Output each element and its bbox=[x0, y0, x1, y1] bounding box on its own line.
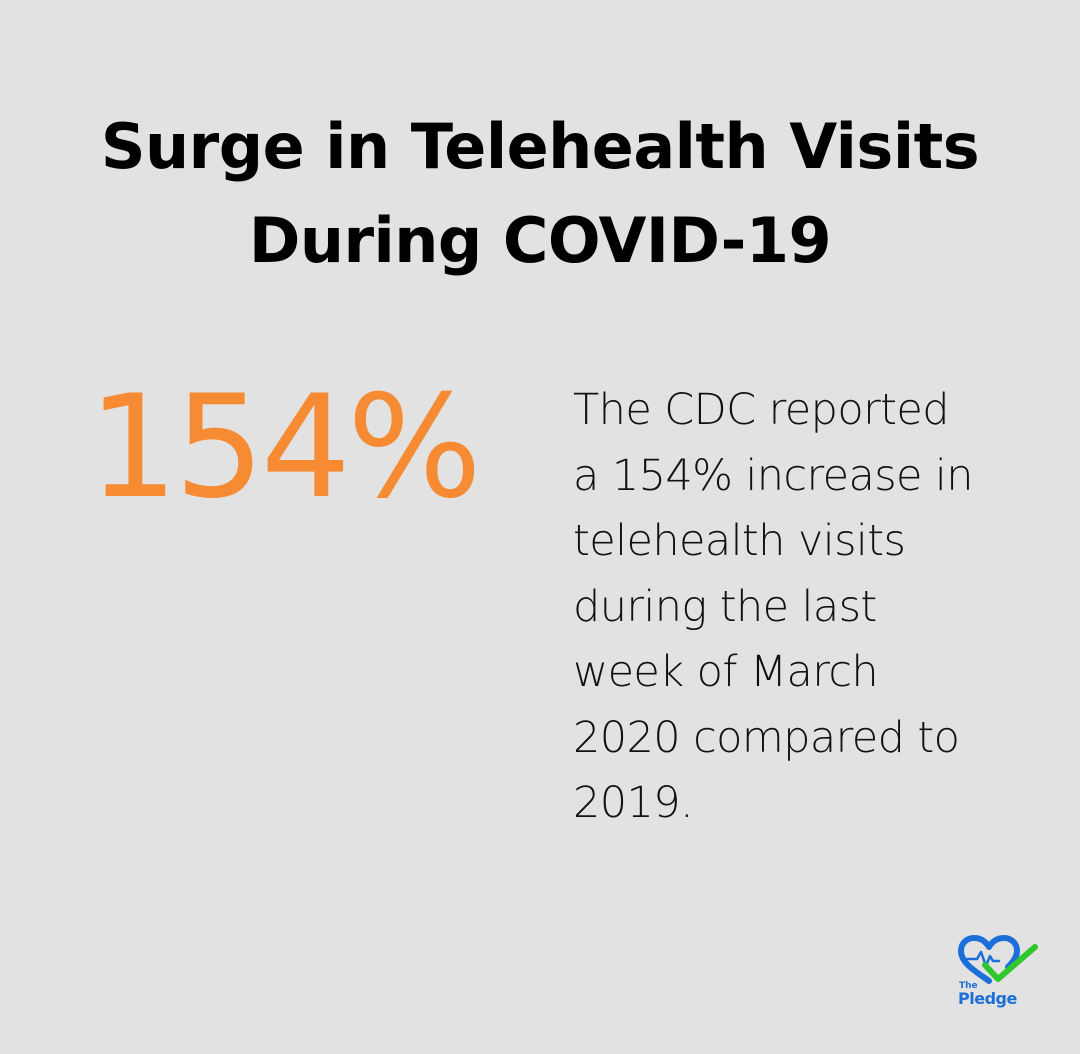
description-line: week of March bbox=[573, 647, 879, 697]
description-line: 2020 compared to bbox=[573, 712, 960, 763]
description-line: The CDC reported bbox=[573, 385, 950, 435]
description-line: during the last bbox=[573, 581, 877, 632]
logo-text-the: The bbox=[959, 981, 978, 991]
pledge-logo: The Pledge bbox=[955, 935, 1039, 1013]
stat-value: 154% bbox=[88, 365, 482, 530]
description-line: a 154% increase in bbox=[573, 450, 974, 501]
title-line-2: During COVID-19 bbox=[248, 204, 832, 277]
description-line: 2019. bbox=[573, 778, 694, 828]
heart-heartbeat-checkmark-icon bbox=[958, 935, 1038, 984]
stat-description: The CDC reported a 154% increase in tele… bbox=[573, 378, 1043, 837]
title-line-1: Surge in Telehealth Visits bbox=[100, 110, 980, 183]
logo-text-pledge: Pledge bbox=[958, 989, 1017, 1008]
description-line: telehealth visits bbox=[573, 516, 906, 566]
logo-wordmark: The Pledge bbox=[955, 935, 1039, 1013]
page-title: Surge in Telehealth Visits During COVID-… bbox=[40, 100, 1040, 288]
